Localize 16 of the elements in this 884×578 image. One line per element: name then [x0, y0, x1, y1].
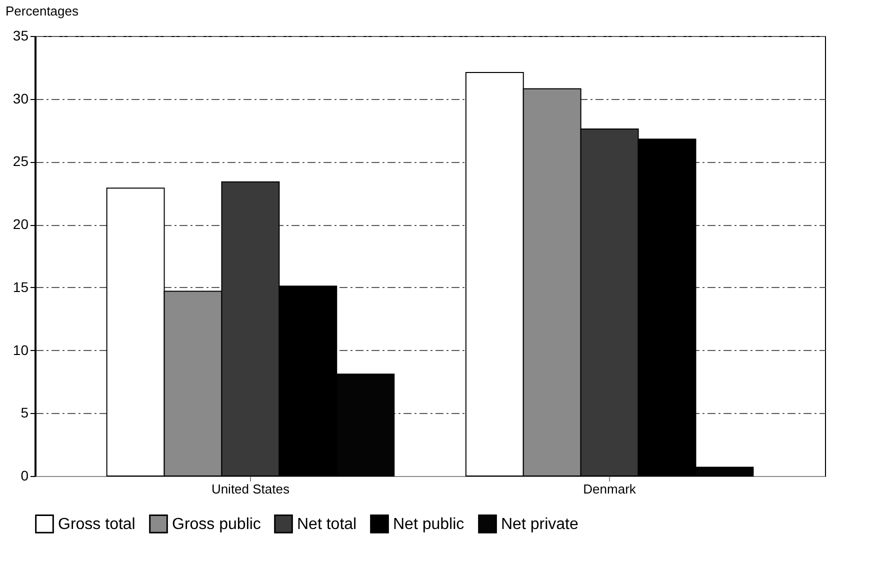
y-tick-label: 0 — [20, 468, 29, 484]
y-tick-label: 35 — [12, 28, 29, 44]
y-tick-label: 25 — [12, 153, 29, 170]
x-tick-label: United States — [211, 482, 290, 496]
y-tick-label: 10 — [12, 342, 29, 358]
legend-label: Gross total — [58, 516, 136, 533]
y-axis-title: Percentages — [6, 4, 79, 18]
x-tick-label: Denmark — [583, 482, 636, 496]
y-tick-label: 20 — [12, 216, 29, 232]
y-tick-label: 30 — [12, 90, 29, 106]
legend-label: Net private — [501, 516, 578, 533]
y-tick-label: 15 — [12, 278, 29, 295]
legend-label: Net public — [393, 516, 464, 533]
y-tick-label: 5 — [20, 404, 29, 421]
legend-label: Net total — [297, 516, 357, 533]
legend-label: Gross public — [172, 516, 261, 533]
